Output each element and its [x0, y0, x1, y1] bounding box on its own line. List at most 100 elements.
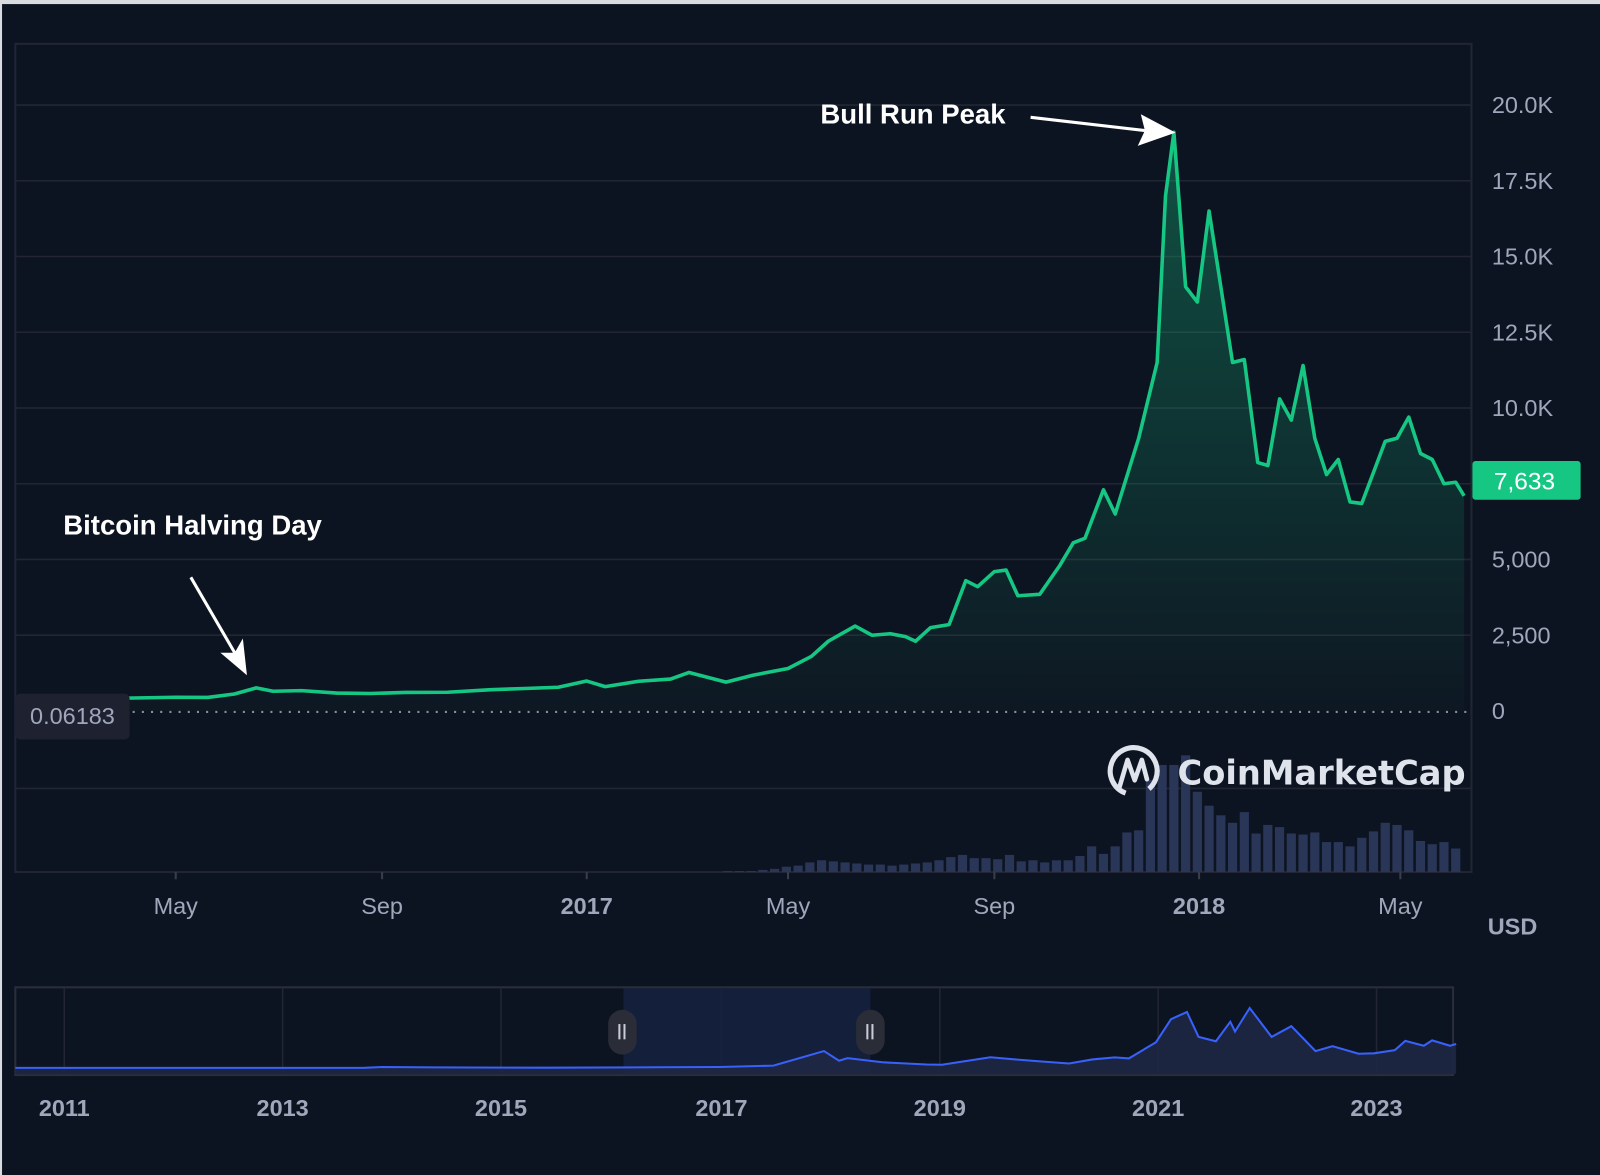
volume-bar	[1075, 856, 1085, 873]
volume-bar	[1333, 842, 1343, 873]
x-tick-label: 2018	[1173, 893, 1225, 919]
volume-bar	[1040, 862, 1050, 873]
volume-bar	[934, 860, 944, 873]
volume-bar	[817, 860, 827, 873]
volume-bar	[910, 863, 921, 873]
volume-bar	[899, 864, 909, 873]
volume-bar	[828, 861, 838, 873]
volume-bar	[1251, 833, 1261, 873]
volume-bars	[723, 755, 1461, 873]
volume-bar	[1380, 822, 1390, 873]
volume-bar	[1122, 832, 1132, 873]
navigator-right-handle[interactable]	[856, 1009, 885, 1055]
x-tick-label: May	[154, 893, 199, 919]
volume-bar	[993, 859, 1003, 873]
x-tick-label: 2017	[561, 893, 613, 919]
volume-bar	[1016, 861, 1026, 873]
volume-bar	[805, 862, 815, 873]
x-tick-label: May	[1378, 893, 1423, 919]
volume-bar	[781, 866, 791, 873]
volume-bar	[1087, 846, 1097, 873]
volume-bar	[758, 869, 768, 873]
volume-bar	[1451, 848, 1461, 873]
volume-bar	[1298, 834, 1308, 873]
volume-bar	[1415, 841, 1426, 873]
volume-bar	[946, 857, 956, 873]
volume-bar	[1286, 833, 1296, 873]
svg-text:Bitcoin Halving Day: Bitcoin Halving Day	[63, 509, 322, 540]
y-tick-label: 2,500	[1492, 622, 1551, 648]
navigator-tick-label: 2013	[257, 1095, 309, 1121]
coinmarketcap-logo: CoinMarketCap	[1107, 745, 1466, 798]
y-tick-label: 5,000	[1492, 547, 1551, 573]
y-tick-label: 0	[1492, 698, 1505, 724]
navigator-tick-label: 2011	[39, 1095, 90, 1121]
min-price-label: 0.06183	[15, 693, 130, 740]
svg-text:0.06183: 0.06183	[30, 703, 115, 729]
volume-bar	[1216, 815, 1226, 873]
x-tick-label: Sep	[974, 893, 1016, 919]
volume-bar	[875, 864, 885, 873]
y-axis: 0 2,500 5,000 10.0K 12.5K 15.0K 17.5K 20.0K	[1492, 92, 1554, 724]
current-price-badge: 7,633	[1472, 461, 1581, 500]
volume-bar	[852, 863, 862, 873]
navigator-axis: 2011 2013 2015 2017 2019 2021 2023	[39, 1095, 1403, 1121]
y-tick-label: 17.5K	[1492, 168, 1554, 194]
annotation-bitcoin-halving-day: Bitcoin Halving Day	[63, 509, 323, 676]
volume-bar	[922, 862, 932, 873]
volume-bar	[1157, 764, 1167, 873]
navigator-tick-label: 2023	[1350, 1095, 1402, 1121]
volume-bar	[863, 864, 874, 873]
y-tick-label: 12.5K	[1492, 319, 1554, 345]
volume-bar	[793, 865, 803, 873]
volume-bar	[1134, 830, 1144, 873]
annotation-bull-run-peak: Bull Run Peak	[820, 98, 1176, 146]
volume-bar	[957, 854, 968, 873]
volume-bar	[1321, 842, 1332, 873]
volume-bar	[887, 865, 897, 873]
x-tick-label: Sep	[361, 893, 403, 919]
volume-bar	[969, 858, 979, 873]
svg-text:CoinMarketCap: CoinMarketCap	[1178, 753, 1466, 792]
volume-bar	[1439, 842, 1449, 873]
volume-bar	[1169, 764, 1179, 873]
price-line	[73, 130, 1466, 701]
volume-bar	[1427, 844, 1437, 873]
y-tick-label: 10.0K	[1492, 395, 1554, 421]
volume-bar	[1063, 860, 1073, 873]
volume-bar	[1239, 812, 1249, 873]
volume-bar	[1145, 779, 1155, 873]
svg-text:Bull Run Peak: Bull Run Peak	[820, 98, 1006, 129]
currency-label: USD	[1488, 913, 1538, 939]
navigator-tick-label: 2017	[695, 1095, 747, 1121]
y-tick-label: 15.0K	[1492, 244, 1554, 270]
volume-bar	[840, 862, 850, 873]
navigator-line	[15, 1006, 1457, 1069]
volume-bar	[1204, 805, 1214, 873]
volume-bar	[1263, 824, 1273, 873]
volume-bar	[746, 870, 756, 873]
left-border	[0, 0, 3, 1175]
navigator-left-handle[interactable]	[608, 1009, 637, 1055]
volume-bar	[1368, 831, 1379, 873]
volume-bar	[1345, 846, 1355, 873]
volume-bar	[1110, 846, 1120, 873]
volume-bar	[1310, 832, 1320, 873]
volume-bar	[1274, 827, 1285, 873]
volume-bar	[1004, 854, 1015, 873]
navigator[interactable]: 2011 2013 2015 2017 2019 2021 2023	[14, 986, 1457, 1121]
price-area	[73, 132, 1465, 711]
volume-bar	[1192, 791, 1202, 873]
grid-lines	[15, 104, 1472, 790]
volume-bar	[1051, 860, 1062, 873]
volume-bar	[1228, 822, 1238, 873]
volume-bar	[723, 870, 733, 873]
volume-bar	[981, 858, 991, 873]
x-tick-label: May	[766, 893, 811, 919]
navigator-area	[15, 1008, 1457, 1075]
top-border	[0, 0, 1600, 5]
volume-bar	[1404, 830, 1414, 873]
volume-bar	[1028, 860, 1038, 873]
svg-text:7,633: 7,633	[1494, 469, 1555, 496]
